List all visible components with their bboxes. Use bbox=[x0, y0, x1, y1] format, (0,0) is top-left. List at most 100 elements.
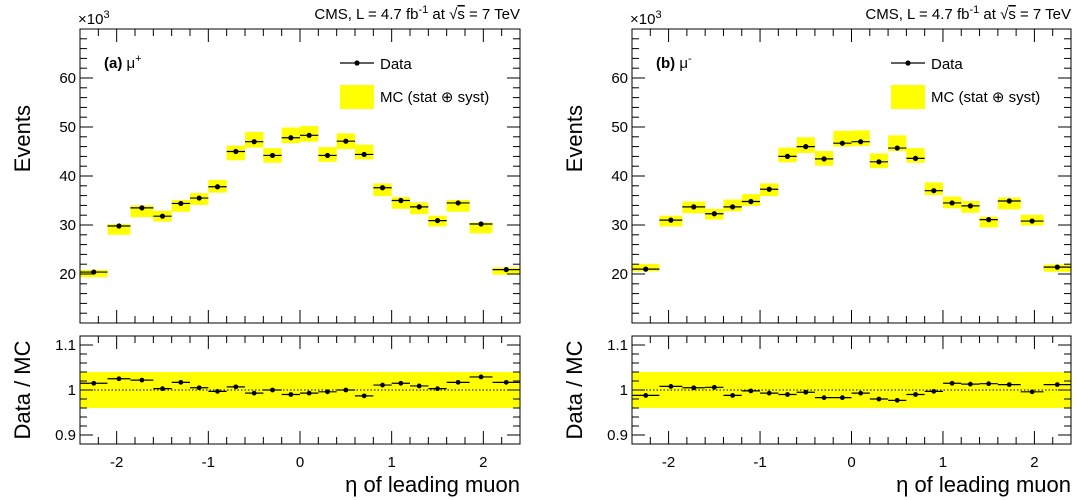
data-point bbox=[876, 159, 882, 165]
data-point bbox=[691, 204, 697, 210]
ratio-point bbox=[766, 390, 772, 396]
mc-band-box bbox=[888, 135, 907, 152]
data-point bbox=[116, 223, 122, 229]
data-point bbox=[91, 269, 97, 275]
ratio-point bbox=[785, 392, 790, 397]
data-point bbox=[949, 200, 955, 206]
legend-mc-swatch bbox=[891, 85, 925, 109]
data-point bbox=[858, 139, 864, 145]
legend-data-label: Data bbox=[931, 56, 963, 73]
ratio-point bbox=[215, 388, 220, 394]
y-tick-label: 50 bbox=[59, 119, 76, 136]
data-point bbox=[324, 152, 331, 159]
legend-mc-label: MC (stat ⊕ syst) bbox=[380, 89, 489, 106]
mc-band-box bbox=[469, 222, 493, 234]
ratio-point bbox=[251, 390, 257, 396]
cms-header: CMS, L = 4.7 fb-1 at √s = 7 TeV bbox=[314, 4, 520, 23]
ratio-point bbox=[178, 379, 184, 385]
data-point bbox=[839, 140, 845, 146]
ratio-point bbox=[803, 389, 809, 395]
data-point bbox=[986, 217, 992, 223]
ratio-point bbox=[839, 395, 845, 401]
mc-band-box bbox=[130, 205, 154, 218]
ratio-point bbox=[913, 392, 918, 397]
y-tick-label: 60 bbox=[59, 70, 76, 87]
data-point bbox=[821, 156, 827, 162]
ratio-y-tick-label: 1 bbox=[68, 382, 76, 399]
data-point bbox=[434, 217, 441, 224]
ratio-point bbox=[986, 381, 992, 387]
data-point bbox=[416, 204, 422, 210]
ratio-y-tick-label: 1 bbox=[620, 382, 628, 399]
data-point bbox=[711, 211, 717, 217]
ratio-point bbox=[325, 389, 330, 395]
ratio-point bbox=[1054, 382, 1060, 387]
data-point bbox=[361, 151, 367, 158]
data-point bbox=[967, 203, 973, 209]
ratio-band bbox=[80, 372, 520, 408]
data-point bbox=[196, 195, 202, 201]
data-point bbox=[643, 266, 649, 272]
y-tick-label: 40 bbox=[611, 168, 628, 185]
ratio-point bbox=[435, 386, 440, 392]
x-tick-label: 1 bbox=[939, 454, 947, 471]
data-point bbox=[1006, 198, 1012, 204]
mc-band-box bbox=[906, 148, 925, 163]
ratio-point bbox=[270, 387, 275, 393]
data-point bbox=[503, 266, 509, 273]
ratio-point bbox=[116, 376, 122, 382]
data-point bbox=[730, 204, 736, 210]
data-point bbox=[668, 217, 674, 223]
ratio-point bbox=[711, 384, 717, 390]
x-tick-label: -1 bbox=[753, 454, 766, 471]
ratio-point bbox=[343, 387, 349, 393]
ratio-point bbox=[503, 379, 509, 385]
ratio-point bbox=[668, 384, 674, 389]
ratio-point bbox=[643, 393, 649, 398]
x-tick-label: 2 bbox=[479, 454, 487, 471]
data-point bbox=[398, 197, 404, 204]
ratio-point bbox=[691, 385, 697, 391]
ratio-point bbox=[306, 390, 312, 396]
ratio-point bbox=[949, 380, 955, 386]
data-point bbox=[784, 153, 791, 159]
y-tick-label: 40 bbox=[59, 168, 76, 185]
panel-tag: (b) μ- bbox=[656, 53, 692, 72]
ratio-point bbox=[160, 386, 165, 392]
data-point bbox=[1029, 218, 1035, 224]
y-multiplier: ×103 bbox=[630, 9, 662, 28]
data-point bbox=[766, 186, 772, 192]
x-tick-label: 0 bbox=[847, 454, 855, 471]
ratio-point bbox=[1006, 382, 1012, 387]
ratio-point bbox=[876, 396, 882, 402]
data-point bbox=[478, 221, 484, 227]
data-point bbox=[251, 139, 257, 145]
cms-header: CMS, L = 4.7 fb-1 at √s = 7 TeV bbox=[865, 4, 1071, 23]
ratio-point bbox=[361, 393, 367, 399]
data-point bbox=[455, 200, 461, 206]
ratio-point bbox=[91, 380, 97, 386]
plot-frame-top bbox=[79, 28, 521, 324]
ratio-y-tick-label: 1.1 bbox=[607, 337, 628, 354]
data-point bbox=[379, 185, 386, 191]
data-point bbox=[803, 144, 809, 150]
legend-data-marker bbox=[354, 60, 360, 66]
ratio-y-tick-label: 0.9 bbox=[55, 427, 76, 444]
mc-band-box bbox=[446, 200, 470, 212]
legend-mc-swatch bbox=[340, 85, 374, 109]
ratio-point bbox=[139, 377, 145, 383]
data-point bbox=[139, 205, 145, 211]
ratio-point bbox=[748, 388, 754, 394]
ratio-point bbox=[967, 381, 973, 387]
ratio-y-axis-title: Data / MC bbox=[562, 340, 587, 439]
ratio-point bbox=[233, 384, 239, 390]
ratio-point bbox=[931, 388, 937, 394]
x-tick-label: -2 bbox=[662, 454, 675, 471]
ratio-point bbox=[1029, 389, 1035, 395]
x-tick-label: 1 bbox=[387, 454, 395, 471]
y-tick-label: 50 bbox=[611, 119, 628, 136]
data-point bbox=[912, 155, 919, 161]
y-multiplier: ×103 bbox=[78, 9, 110, 28]
